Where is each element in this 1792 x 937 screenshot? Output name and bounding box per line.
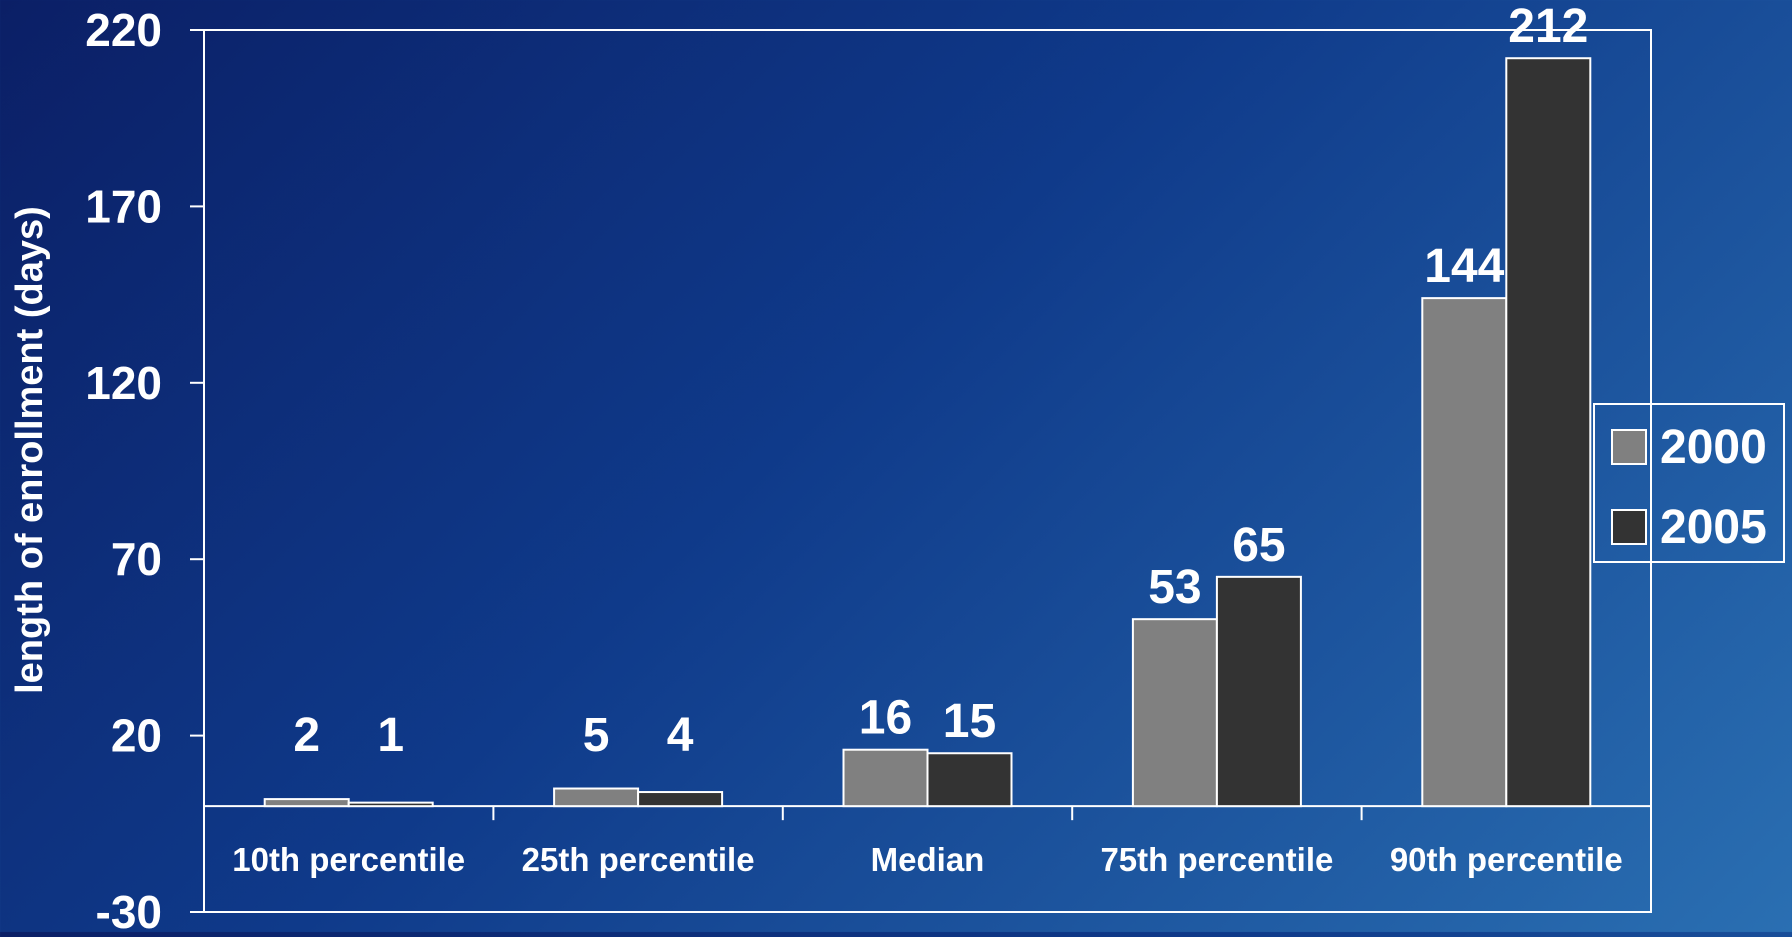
legend-label: 2005 — [1660, 501, 1767, 554]
data-label: 15 — [943, 695, 996, 748]
y-tick-label: 170 — [85, 180, 162, 232]
data-label: 5 — [583, 709, 610, 762]
data-label: 212 — [1508, 0, 1588, 53]
legend-box — [1593, 403, 1785, 563]
x-tick-label: 90th percentile — [1390, 841, 1623, 878]
bar — [1131, 618, 1218, 808]
bar — [263, 798, 350, 808]
data-label: 1 — [377, 709, 404, 762]
bar — [1421, 297, 1508, 808]
x-tick-label: 25th percentile — [522, 841, 755, 878]
data-label: 144 — [1424, 240, 1504, 293]
data-label: 16 — [859, 692, 912, 745]
bar — [347, 801, 434, 808]
data-label: 4 — [667, 709, 694, 762]
bar — [842, 748, 929, 808]
y-axis-label: length of enrollment (days) — [9, 206, 51, 694]
y-tick-label: -30 — [96, 886, 162, 932]
legend-swatch — [1611, 429, 1647, 465]
y-tick-label: 20 — [111, 710, 162, 762]
bar — [637, 791, 724, 808]
data-label: 53 — [1148, 561, 1201, 614]
legend-label: 2000 — [1660, 421, 1767, 474]
bar — [1215, 575, 1302, 808]
y-tick-label: 120 — [85, 357, 162, 409]
x-tick-label: 10th percentile — [232, 841, 465, 878]
data-label: 2 — [293, 709, 320, 762]
bar — [553, 787, 640, 808]
x-tick-label: 75th percentile — [1100, 841, 1333, 878]
y-tick-label: 70 — [111, 533, 162, 585]
y-tick-label: 220 — [85, 4, 162, 56]
bar — [926, 752, 1013, 808]
plot-frame — [203, 29, 1652, 913]
legend-swatch — [1611, 509, 1647, 545]
x-tick-label: Median — [871, 841, 985, 878]
bar — [1505, 57, 1592, 808]
data-label: 65 — [1232, 519, 1285, 572]
